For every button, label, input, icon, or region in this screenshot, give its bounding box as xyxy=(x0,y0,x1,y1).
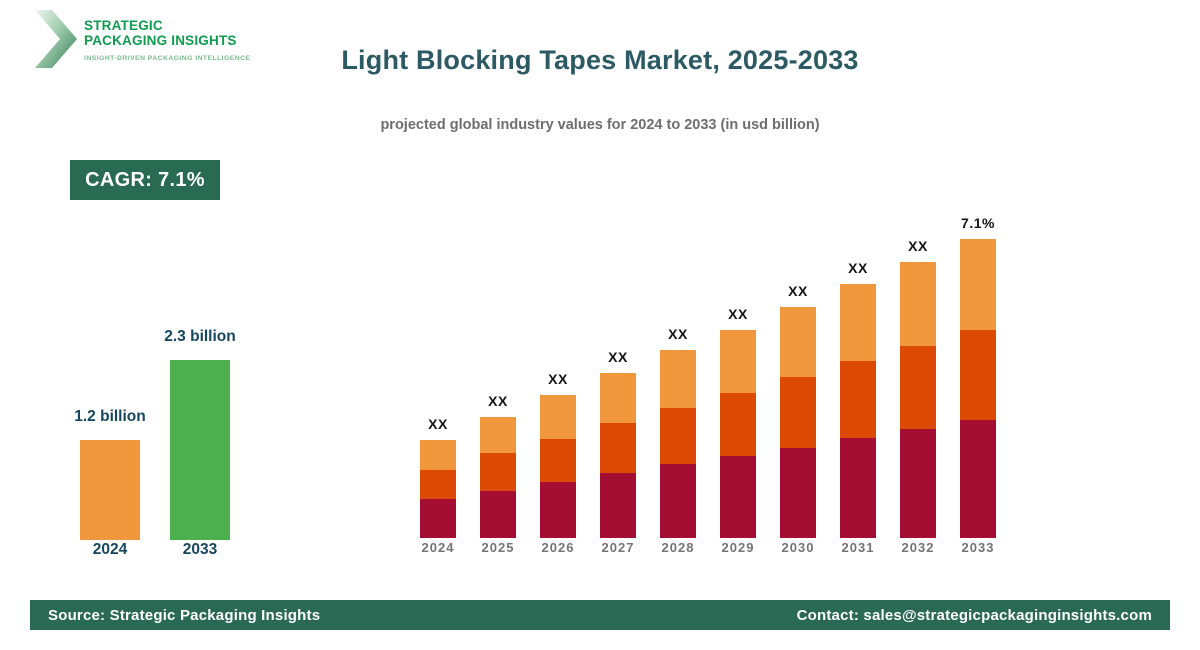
stacked-bar-2025 xyxy=(480,417,516,538)
segment-middle xyxy=(480,453,516,491)
growth-bar-2024 xyxy=(80,440,140,540)
segment-top xyxy=(720,330,756,393)
bar-value-label: XX xyxy=(908,238,928,254)
stacked-bar-2024 xyxy=(420,440,456,538)
stacked-bar-2027 xyxy=(600,373,636,538)
bar-year-label: 2026 xyxy=(541,540,575,555)
segment-top xyxy=(780,307,816,377)
bar-value-label: 7.1% xyxy=(961,215,995,231)
bar-value-label: XX xyxy=(608,349,628,365)
segment-middle xyxy=(600,423,636,473)
segment-middle xyxy=(540,439,576,482)
segment-top xyxy=(960,239,996,330)
bar-value-label: XX xyxy=(488,393,508,409)
segment-top xyxy=(480,417,516,453)
bar-year-label: 2031 xyxy=(841,540,875,555)
bar-year-label: 2033 xyxy=(961,540,995,555)
segment-bottom xyxy=(660,464,696,538)
growth-year-label: 2033 xyxy=(182,541,218,558)
stacked-bar-2029 xyxy=(720,330,756,538)
bar-year-label: 2027 xyxy=(601,540,635,555)
bar-value-label: XX xyxy=(728,306,748,322)
segment-bottom xyxy=(900,429,936,538)
bar-year-label: 2028 xyxy=(661,540,695,555)
stacked-bar-2033 xyxy=(960,239,996,538)
segment-middle xyxy=(960,330,996,420)
growth-year-label: 2024 xyxy=(92,541,128,558)
stacked-bar-2032 xyxy=(900,262,936,538)
bar-value-label: XX xyxy=(548,371,568,387)
segment-top xyxy=(660,350,696,408)
growth-bar-2033 xyxy=(170,360,230,540)
segment-top xyxy=(600,373,636,423)
segment-bottom xyxy=(720,456,756,538)
footer-contact: Contact: sales@strategicpackaginginsight… xyxy=(796,606,1152,624)
page-subtitle: projected global industry values for 202… xyxy=(380,117,820,133)
segment-middle xyxy=(660,408,696,464)
bar-value-label: XX xyxy=(788,283,808,299)
page-title: Light Blocking Tapes Market, 2025-2033 xyxy=(341,45,859,75)
growth-summary-chart: 1.2 billion 2024 2.3 billion 2033 xyxy=(60,320,250,560)
bar-year-label: 2024 xyxy=(421,540,455,555)
segment-middle xyxy=(900,346,936,429)
segment-middle xyxy=(780,377,816,448)
yearly-projection-chart: XX 2024 XX 2025 XX 2026 XX 2027 XX 2028 XX 2029 XX 20… xyxy=(420,196,1000,560)
bar-year-label: 2029 xyxy=(721,540,755,555)
logo: STRATEGIC PACKAGING INSIGHTS INSIGHT-DRI… xyxy=(35,10,250,68)
segment-middle xyxy=(720,393,756,456)
logo-line2: PACKAGING INSIGHTS xyxy=(84,33,237,49)
bar-value-label: XX xyxy=(848,260,868,276)
bar-year-label: 2030 xyxy=(781,540,815,555)
segment-middle xyxy=(840,361,876,438)
logo-text: STRATEGIC PACKAGING INSIGHTS INSIGHT-DRI… xyxy=(84,10,250,62)
segment-bottom xyxy=(540,482,576,538)
segment-bottom xyxy=(480,491,516,538)
segment-top xyxy=(840,284,876,361)
segment-bottom xyxy=(780,448,816,538)
stacked-bar-2028 xyxy=(660,350,696,538)
stacked-bar-2026 xyxy=(540,395,576,538)
segment-bottom xyxy=(600,473,636,538)
bar-value-label: XX xyxy=(668,326,688,342)
growth-value-label: 2.3 billion xyxy=(164,328,236,345)
footer-bar: Source: Strategic Packaging Insights Con… xyxy=(30,600,1170,630)
bar-year-label: 2025 xyxy=(481,540,515,555)
segment-bottom xyxy=(840,438,876,538)
logo-tagline: INSIGHT-DRIVEN PACKAGING INTELLIGENCE xyxy=(84,55,251,63)
segment-top xyxy=(540,395,576,439)
footer-source: Source: Strategic Packaging Insights xyxy=(48,606,321,624)
segment-bottom xyxy=(420,499,456,538)
chevron-arrow-icon xyxy=(35,10,77,68)
cagr-badge: CAGR: 7.1% xyxy=(70,160,220,200)
segment-bottom xyxy=(960,420,996,538)
stacked-bar-2030 xyxy=(780,307,816,538)
bar-value-label: XX xyxy=(428,416,448,432)
bar-year-label: 2032 xyxy=(901,540,935,555)
growth-value-label: 1.2 billion xyxy=(74,408,146,425)
segment-middle xyxy=(420,470,456,499)
logo-line1: STRATEGIC xyxy=(84,18,163,33)
segment-top xyxy=(420,440,456,470)
stacked-bar-2031 xyxy=(840,284,876,538)
segment-top xyxy=(900,262,936,346)
